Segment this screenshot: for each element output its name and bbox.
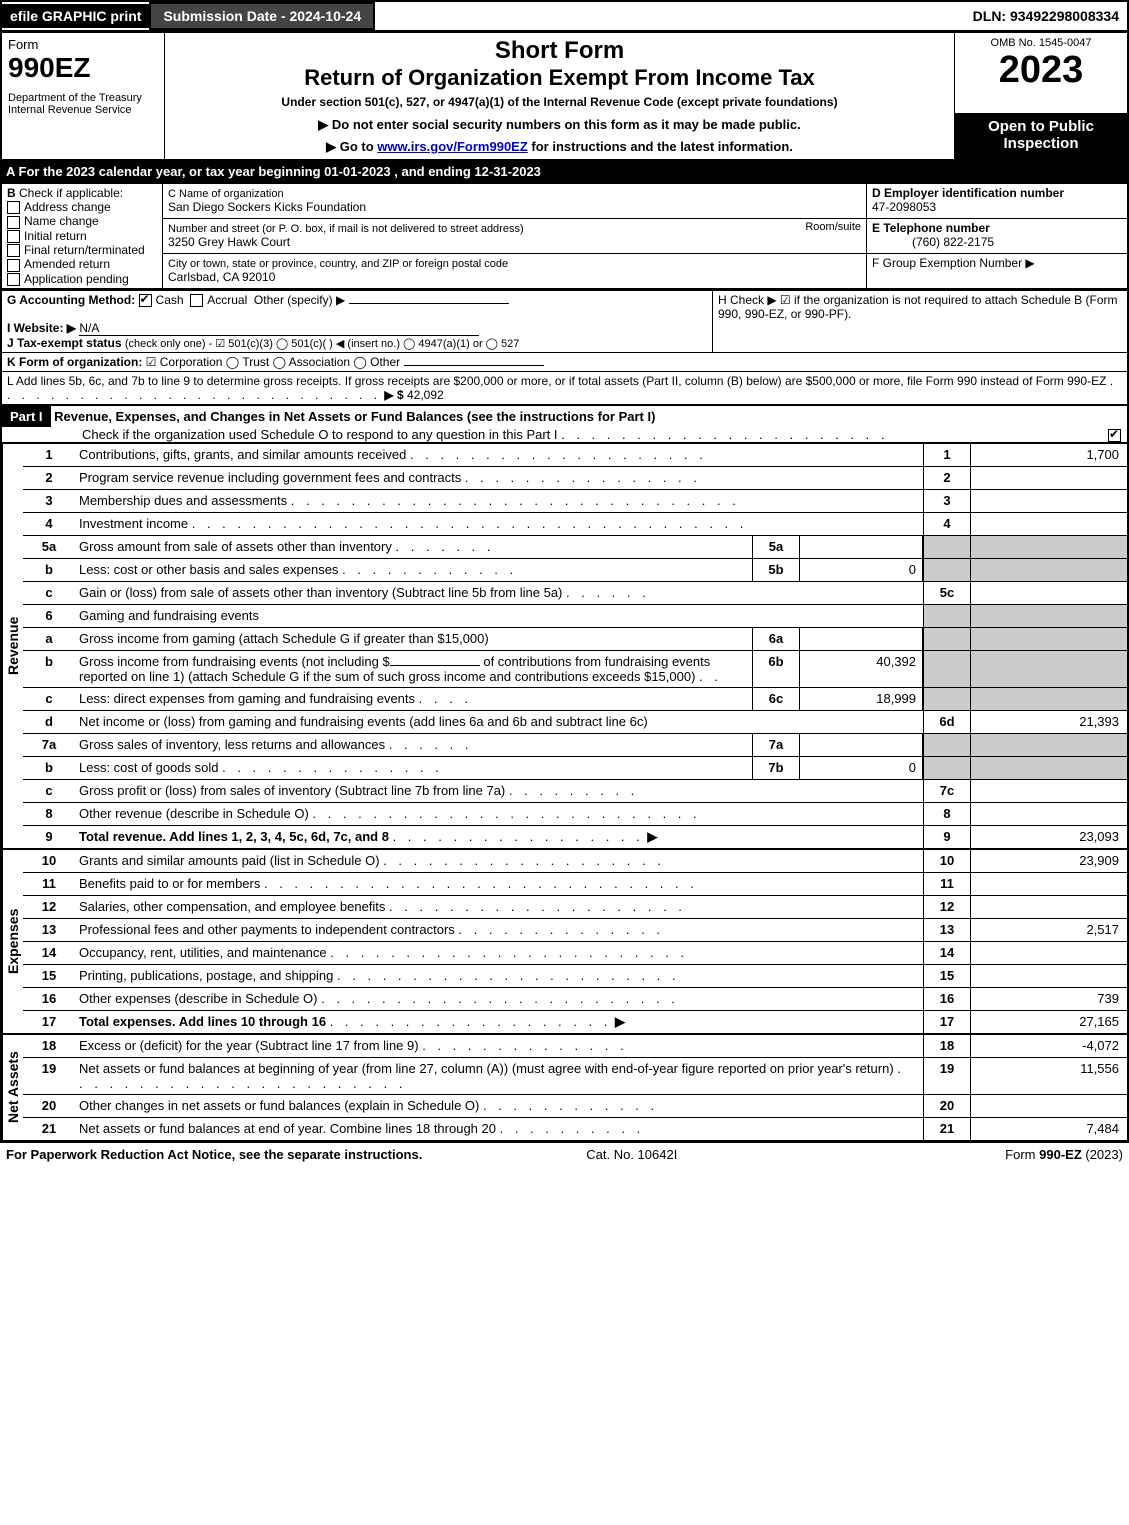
line-1-value: 1,700 xyxy=(970,444,1127,466)
expenses-section: Expenses 10Grants and similar amounts pa… xyxy=(0,850,1129,1035)
revenue-label: Revenue xyxy=(2,444,23,848)
form-of-org-label: K Form of organization: xyxy=(7,355,142,369)
checkbox-cash[interactable] xyxy=(139,294,152,307)
dln-label: DLN: 93492298008334 xyxy=(965,4,1127,28)
ein-value: 47-2098053 xyxy=(872,200,936,214)
line-21-value: 7,484 xyxy=(970,1118,1127,1140)
checkbox-amended-return[interactable] xyxy=(7,259,20,272)
line-17-value: 27,165 xyxy=(970,1011,1127,1033)
revenue-section: Revenue 1Contributions, gifts, grants, a… xyxy=(0,444,1129,850)
tax-exempt-text: (check only one) - ☑ 501(c)(3) ◯ 501(c)(… xyxy=(125,338,520,350)
website-label: I Website: ▶ xyxy=(7,321,76,335)
line-6d-value: 21,393 xyxy=(970,711,1127,733)
line-10-value: 23,909 xyxy=(970,850,1127,872)
tax-year: 2023 xyxy=(961,49,1121,92)
submission-date-button[interactable]: Submission Date - 2024-10-24 xyxy=(149,2,375,30)
section-a: A For the 2023 calendar year, or tax yea… xyxy=(0,161,1129,182)
checkbox-initial-return[interactable] xyxy=(7,230,20,243)
line-5a-value xyxy=(800,536,923,558)
line-6c-value: 18,999 xyxy=(800,688,923,710)
line-5b-value: 0 xyxy=(800,559,923,581)
part1-check-text: Check if the organization used Schedule … xyxy=(2,427,558,442)
title-short-form: Short Form xyxy=(171,37,948,65)
title-return: Return of Organization Exempt From Incom… xyxy=(171,65,948,91)
org-name-label: C Name of organization xyxy=(168,188,284,200)
line-8-value xyxy=(970,803,1127,825)
phone-label: E Telephone number xyxy=(872,221,990,235)
line-9-value: 23,093 xyxy=(970,826,1127,848)
line-7a-value xyxy=(800,734,923,756)
gross-receipts: 42,092 xyxy=(407,388,444,402)
part1-title: Revenue, Expenses, and Changes in Net As… xyxy=(54,409,655,424)
irs-link[interactable]: www.irs.gov/Form990EZ xyxy=(377,139,528,154)
top-bar: efile GRAPHIC print Submission Date - 20… xyxy=(0,0,1129,32)
footer-form-no: Form 990-EZ (2023) xyxy=(1005,1147,1123,1162)
tax-exempt-label: J Tax-exempt status xyxy=(7,336,122,350)
checkbox-address-change[interactable] xyxy=(7,201,20,214)
line-6a-value xyxy=(800,628,923,650)
street-value: 3250 Grey Hawk Court xyxy=(168,235,290,249)
checkbox-accrual[interactable] xyxy=(190,294,203,307)
line-20-value xyxy=(970,1095,1127,1117)
room-label: Room/suite xyxy=(805,221,861,233)
form-header: Form 990EZ Department of the Treasury In… xyxy=(0,32,1129,161)
ghijkl-block: G Accounting Method: Cash Accrual Other … xyxy=(0,290,1129,406)
line-l-text: L Add lines 5b, 6c, and 7b to line 9 to … xyxy=(7,374,1106,388)
line-14-value xyxy=(970,942,1127,964)
dept-label: Department of the Treasury Internal Reve… xyxy=(8,92,158,116)
checkbox-name-change[interactable] xyxy=(7,216,20,229)
street-label: Number and street (or P. O. box, if mail… xyxy=(168,223,524,235)
subtitle: Under section 501(c), 527, or 4947(a)(1)… xyxy=(171,95,948,109)
efile-print-button[interactable]: efile GRAPHIC print xyxy=(2,4,149,28)
line-16-value: 739 xyxy=(970,988,1127,1010)
footer-left: For Paperwork Reduction Act Notice, see … xyxy=(6,1147,422,1162)
line-12-value xyxy=(970,896,1127,918)
form-label: Form xyxy=(8,37,158,52)
line-15-value xyxy=(970,965,1127,987)
part1-header: Part I Revenue, Expenses, and Changes in… xyxy=(0,406,1129,444)
form-number: 990EZ xyxy=(8,52,158,84)
page-footer: For Paperwork Reduction Act Notice, see … xyxy=(0,1142,1129,1166)
line-13-value: 2,517 xyxy=(970,919,1127,941)
footer-cat-no: Cat. No. 10642I xyxy=(586,1147,677,1162)
ein-label: D Employer identification number xyxy=(872,186,1064,200)
line-6b-value: 40,392 xyxy=(800,651,923,687)
expenses-label: Expenses xyxy=(2,850,23,1033)
line-19-value: 11,556 xyxy=(970,1058,1127,1094)
net-assets-section: Net Assets 18Excess or (deficit) for the… xyxy=(0,1035,1129,1142)
h-check-text: H Check ▶ ☑ if the organization is not r… xyxy=(718,293,1118,321)
note-ssn: ▶ Do not enter social security numbers o… xyxy=(171,117,948,133)
note-goto: ▶ Go to www.irs.gov/Form990EZ for instru… xyxy=(171,139,948,155)
org-name: San Diego Sockers Kicks Foundation xyxy=(168,200,366,214)
accounting-label: G Accounting Method: xyxy=(7,293,135,307)
line-7b-value: 0 xyxy=(800,757,923,779)
group-exemption-label: F Group Exemption Number ▶ xyxy=(872,256,1035,270)
city-label: City or town, state or province, country… xyxy=(168,258,508,270)
checkbox-schedule-o[interactable] xyxy=(1108,429,1121,442)
website-value: N/A xyxy=(79,321,479,336)
phone-value: (760) 822-2175 xyxy=(872,235,994,249)
line-5c-value xyxy=(970,582,1127,604)
part1-label: Part I xyxy=(2,406,51,427)
open-to-public: Open to Public Inspection xyxy=(955,113,1129,160)
line-4-value xyxy=(970,513,1127,535)
org-info-block: B Check if applicable: Address change Na… xyxy=(0,182,1129,290)
line-7c-value xyxy=(970,780,1127,802)
line-2-value xyxy=(970,467,1127,489)
checkbox-application-pending[interactable] xyxy=(7,273,20,286)
line-11-value xyxy=(970,873,1127,895)
line-3-value xyxy=(970,490,1127,512)
omb-number: OMB No. 1545-0047 xyxy=(961,37,1121,49)
net-assets-label: Net Assets xyxy=(2,1035,23,1140)
city-value: Carlsbad, CA 92010 xyxy=(168,270,275,284)
checkbox-final-return[interactable] xyxy=(7,244,20,257)
form-of-org-text: ☑ Corporation ◯ Trust ◯ Association ◯ Ot… xyxy=(146,355,400,369)
line-18-value: -4,072 xyxy=(970,1035,1127,1057)
